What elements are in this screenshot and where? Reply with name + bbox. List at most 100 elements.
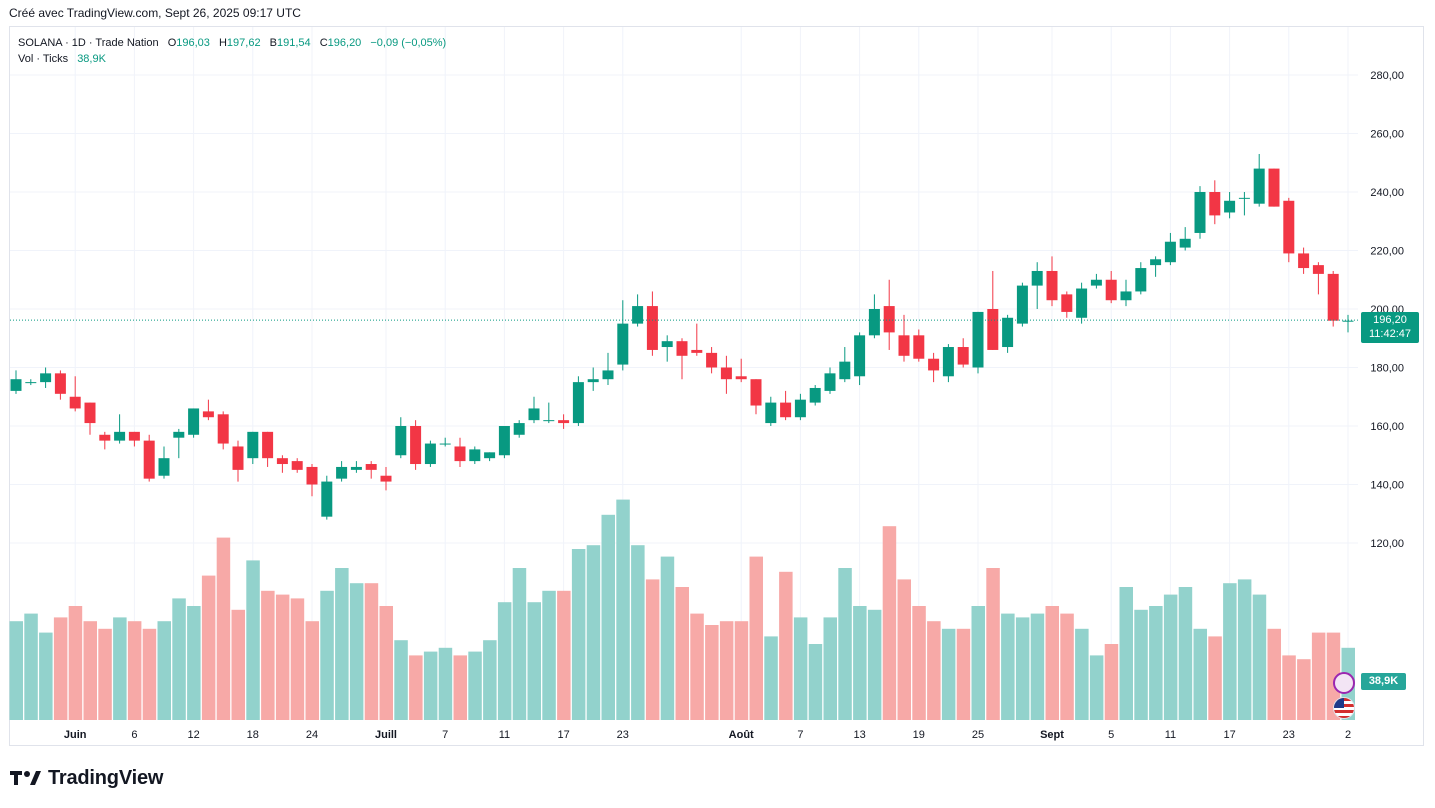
candle-body — [321, 481, 333, 517]
candle-body — [1105, 279, 1117, 301]
candle-body — [10, 379, 22, 391]
volume-bar — [1134, 609, 1148, 720]
candle-body — [1298, 253, 1310, 269]
legend-volume-value: 38,9K — [77, 53, 106, 65]
y-tick-label: 140,00 — [1370, 480, 1404, 492]
volume-bar — [231, 609, 245, 720]
volume-bar — [1089, 655, 1104, 720]
candle-body — [987, 309, 999, 350]
candle-body — [824, 373, 836, 391]
x-tick-label: 11 — [1165, 729, 1176, 741]
volume-bar — [1252, 594, 1267, 720]
volume-bar — [1015, 617, 1030, 720]
volume-bar — [1149, 606, 1163, 720]
candle-body — [661, 341, 673, 348]
legend-symbol[interactable]: SOLANA · 1D · Trade Nation — [18, 37, 159, 49]
volume-bar — [320, 590, 334, 720]
volume-bar — [1075, 628, 1089, 720]
candle-body — [691, 349, 703, 353]
candle-body — [128, 431, 140, 441]
y-tick-label: 240,00 — [1370, 187, 1404, 199]
volume-bar — [941, 628, 956, 720]
candle-body — [1327, 273, 1339, 321]
legend-open-label: O — [167, 37, 177, 49]
legend-volume-label[interactable]: Vol · Ticks — [18, 53, 69, 65]
candle-body — [868, 309, 880, 336]
candle-body — [720, 367, 732, 380]
legend-low-label: B — [269, 37, 277, 49]
candle-body — [173, 431, 185, 438]
volume-bar — [1208, 636, 1222, 720]
candle-body — [839, 361, 851, 380]
candle-body — [1061, 294, 1073, 312]
candle-body — [1002, 317, 1014, 348]
candle-body — [1312, 265, 1324, 274]
volume-bars — [9, 499, 1355, 720]
bolt-icon[interactable] — [1333, 672, 1355, 694]
x-tick-label: Juin — [64, 729, 87, 741]
volume-bar — [275, 594, 290, 720]
candle-body — [40, 373, 52, 383]
candle-body — [1031, 270, 1043, 286]
time-axis: Juin 6 12 18 24 Juill 7 11 17 23 Août 7 13 19 25 Sept 5 1… — [64, 729, 1351, 741]
candle-body — [1268, 168, 1280, 207]
candle-body — [750, 379, 762, 406]
volume-bar — [53, 617, 68, 720]
candle-body — [1164, 241, 1176, 263]
y-tick-label: 260,00 — [1370, 129, 1404, 141]
legend-close-label: C — [319, 37, 328, 49]
y-tick-label: 180,00 — [1370, 363, 1404, 375]
volume-bar — [542, 590, 556, 720]
volume-bar — [675, 587, 689, 720]
candle-body — [1209, 192, 1221, 216]
candle-body — [380, 475, 392, 482]
volume-bar — [690, 613, 704, 720]
chart-frame — [9, 26, 1424, 746]
volume-bar — [394, 640, 408, 720]
candle-body — [528, 408, 540, 421]
x-tick-label: 17 — [1223, 729, 1235, 741]
candle-body — [232, 446, 244, 470]
volume-bar — [187, 606, 201, 720]
candle-body — [69, 396, 81, 409]
candle-body — [350, 466, 362, 470]
candle-body — [424, 443, 436, 465]
volume-bar — [142, 628, 157, 720]
legend-volume-row: Vol · Ticks 38,9K — [18, 51, 446, 67]
candle-body — [1194, 192, 1206, 233]
candle-body — [543, 420, 555, 422]
candle-body — [928, 358, 940, 371]
legend-high-value: 197,62 — [226, 37, 261, 49]
tradingview-logo[interactable]: TradingView — [10, 766, 163, 790]
volume-bar — [157, 621, 171, 720]
volume-bar — [1045, 606, 1059, 720]
volume-bar — [1267, 628, 1281, 720]
volume-bar — [986, 568, 1000, 720]
candle-body — [1283, 200, 1295, 254]
legend-change: −0,09 (−0,05%) — [370, 37, 447, 49]
candle-body — [972, 311, 984, 368]
volume-bar — [956, 628, 971, 720]
volume-bar — [1119, 587, 1133, 720]
candle-body — [247, 431, 259, 459]
x-tick-label: 6 — [131, 729, 137, 741]
volume-bar — [483, 640, 497, 720]
volume-bar — [1030, 613, 1045, 720]
candle-body — [1076, 288, 1088, 318]
candle-body — [188, 408, 200, 435]
volume-bar — [305, 621, 319, 720]
volume-bar — [734, 621, 749, 720]
candle-body — [1120, 291, 1132, 301]
volume-bar — [83, 621, 97, 720]
legend-high-label: H — [218, 37, 227, 49]
y-tick-label: 280,00 — [1370, 70, 1404, 82]
volume-bar — [631, 545, 645, 720]
volume-bar — [453, 655, 467, 720]
us-flag-icon[interactable] — [1333, 697, 1355, 719]
candle-body — [1253, 168, 1265, 204]
candle-body — [202, 411, 214, 418]
volume-bar — [1282, 655, 1296, 720]
candle-body — [84, 402, 96, 424]
volume-bar — [557, 590, 571, 720]
